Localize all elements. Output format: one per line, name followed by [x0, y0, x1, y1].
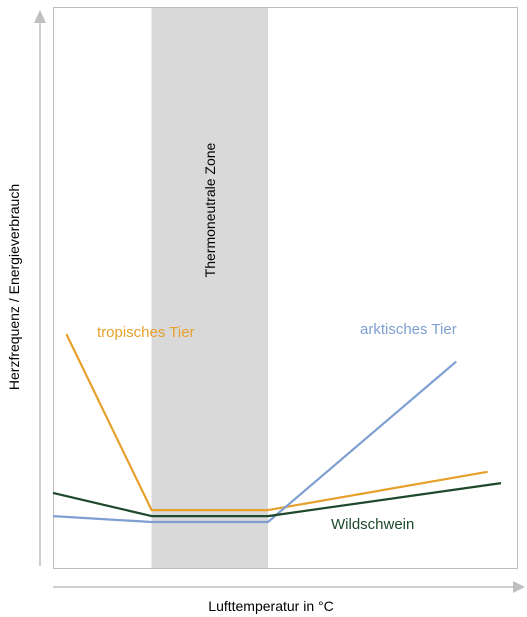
- zone-label: Thermoneutrale Zone: [202, 142, 218, 277]
- x-axis-arrowhead: [513, 581, 525, 593]
- thermoneutral-zone-band: [151, 8, 269, 568]
- series-line-wildschwein: [52, 482, 502, 518]
- series-label-wildschwein: Wildschwein: [331, 516, 414, 533]
- series-label-arktisches-tier: arktisches Tier: [360, 321, 457, 338]
- y-axis-arrowhead: [34, 10, 46, 23]
- x-axis-label: Lufttemperatur in °C: [208, 598, 333, 614]
- series-line-tropisches-tier: [65, 333, 488, 512]
- series-line-arktisches-tier: [52, 360, 457, 524]
- y-axis-label: Herzfrequenz / Energieverbrauch: [6, 184, 22, 390]
- series-group: [52, 333, 502, 524]
- plot-frame: [53, 7, 518, 569]
- series-label-tropisches-tier: tropisches Tier: [97, 324, 195, 341]
